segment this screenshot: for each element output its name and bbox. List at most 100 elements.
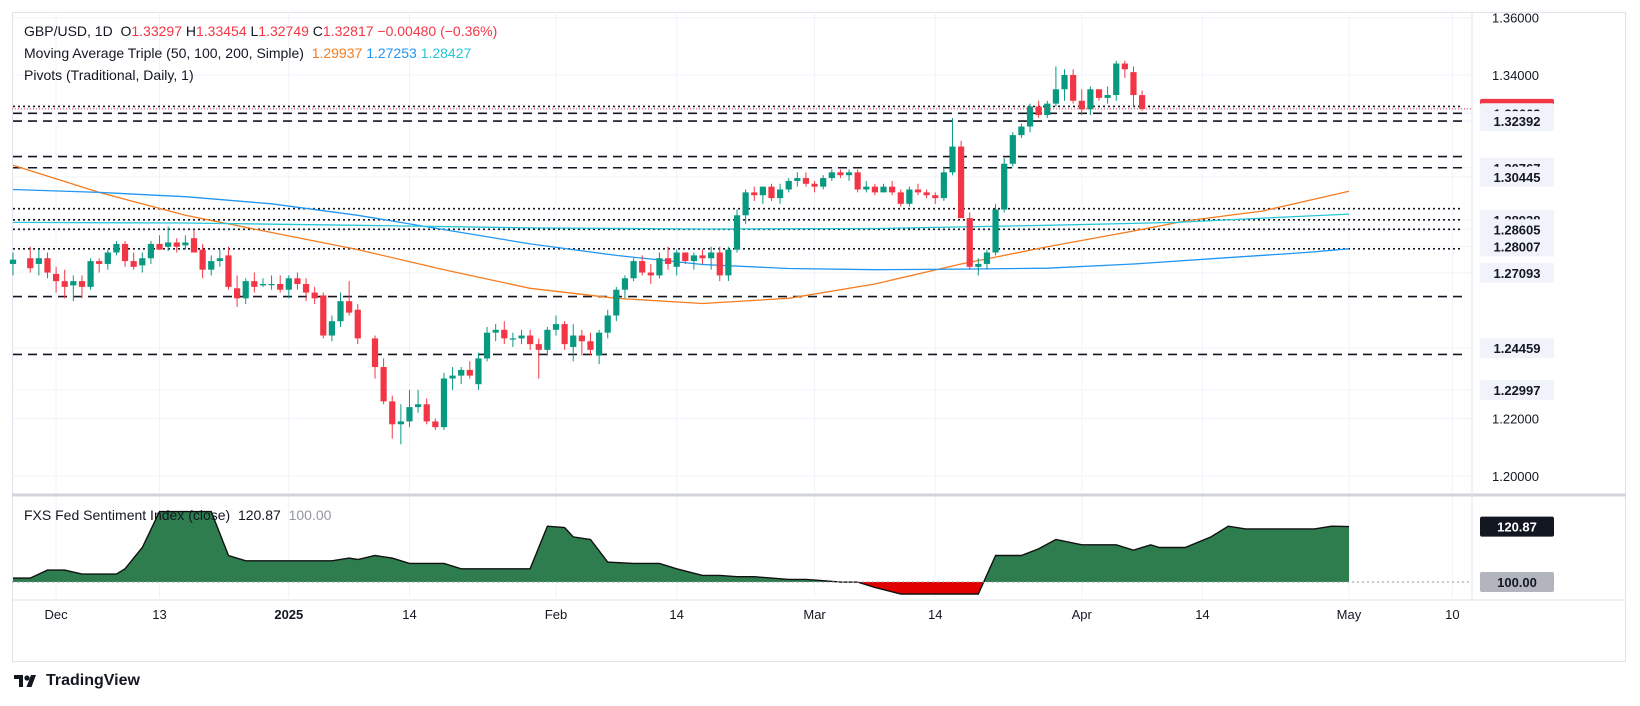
ma-title: Moving Average Triple (50, 100, 200, Sim… (24, 45, 304, 61)
candle-body (492, 329, 499, 333)
candle (940, 166, 947, 201)
candle-body (225, 255, 232, 287)
pivot-price-badge (1480, 219, 1554, 240)
pivot-price-label: 1.28605 (1494, 222, 1541, 237)
indicator-baseline-label: 100.00 (1497, 575, 1537, 590)
candle (104, 249, 111, 270)
candle-body (44, 258, 51, 273)
candle (768, 183, 775, 201)
candle-body (1121, 63, 1128, 70)
ma-100-line (12, 188, 1350, 271)
time-tick-label: 2025 (274, 607, 303, 622)
candle-body (940, 172, 947, 199)
candle (802, 172, 810, 187)
candle (837, 169, 844, 179)
candle (251, 272, 258, 293)
ma50-value: 1.29937 (311, 45, 363, 61)
candle-body (923, 192, 930, 196)
candle (190, 229, 198, 253)
candle (1087, 86, 1094, 116)
candle (147, 241, 155, 264)
candle-body (501, 329, 508, 339)
candle-body (1001, 163, 1008, 210)
candle (483, 326, 491, 362)
ma-legend: Moving Average Triple (50, 100, 200, Sim… (24, 45, 471, 61)
candle (604, 309, 611, 339)
candle (1009, 132, 1016, 167)
candle-body (285, 278, 292, 290)
candle-body (725, 249, 732, 276)
candle (208, 255, 215, 276)
candle-body (1087, 89, 1094, 110)
candle (690, 252, 698, 270)
candle (458, 367, 465, 385)
time-tick-label: Feb (545, 607, 567, 622)
candle (863, 180, 870, 193)
candle (414, 389, 422, 413)
candle (880, 183, 887, 193)
candle-body (458, 369, 465, 376)
candle-body (768, 186, 775, 199)
candle-body (699, 255, 706, 259)
ma-50-line (12, 164, 1350, 305)
candle-body (785, 180, 792, 190)
candle-body (242, 281, 249, 299)
candle (423, 398, 430, 425)
candle (389, 395, 396, 439)
candle (794, 172, 801, 187)
close-label: C (312, 23, 323, 39)
candle (733, 209, 741, 253)
candle (1113, 60, 1120, 101)
candle (1070, 69, 1077, 104)
tradingview-logo[interactable]: TradingView (14, 672, 140, 690)
candle (380, 358, 387, 405)
candle (121, 241, 129, 267)
candle-body (337, 301, 344, 322)
candle-body (828, 172, 835, 179)
candle-body (139, 258, 146, 266)
candle-body (957, 146, 965, 219)
sentiment-area-positive (13, 511, 1349, 583)
candle-body (130, 261, 137, 267)
candle-body (889, 186, 896, 193)
low-value: 1.32749 (258, 23, 309, 39)
candle (923, 189, 930, 199)
candle (96, 258, 103, 273)
candle-body (975, 263, 982, 267)
candle-body (690, 255, 698, 262)
candle-body (682, 252, 689, 262)
candle (561, 321, 568, 350)
candle (682, 252, 689, 264)
candle-body (173, 242, 180, 247)
candle (440, 372, 448, 431)
symbol-label: GBP/USD, 1D (24, 23, 113, 39)
candle-body (759, 186, 766, 196)
tradingview-logo-icon (14, 675, 36, 687)
candle-body (121, 243, 129, 262)
indicator-value-label: 120.87 (1497, 520, 1537, 535)
pivot-price-label: 1.30445 (1494, 170, 1541, 185)
candle-body (733, 215, 741, 250)
candle (78, 275, 86, 299)
candle (225, 246, 232, 290)
ma200-value: 1.28427 (420, 45, 472, 61)
candle (9, 252, 17, 276)
candle (501, 321, 508, 345)
candle (1121, 60, 1128, 78)
candle (466, 361, 473, 379)
pivot-price-badge (1480, 338, 1554, 359)
candle (664, 246, 672, 270)
candle-body (216, 258, 223, 262)
candle (906, 186, 913, 207)
candle (87, 258, 94, 290)
price-tick-label: 1.22000 (1492, 412, 1539, 427)
candle (1061, 69, 1068, 101)
candle (570, 324, 577, 362)
candle-body (794, 178, 801, 181)
indicator-value-badge (1480, 516, 1554, 537)
candle-body (1009, 135, 1016, 164)
candle-body (182, 242, 189, 246)
candle (975, 258, 982, 276)
candle (61, 269, 68, 299)
